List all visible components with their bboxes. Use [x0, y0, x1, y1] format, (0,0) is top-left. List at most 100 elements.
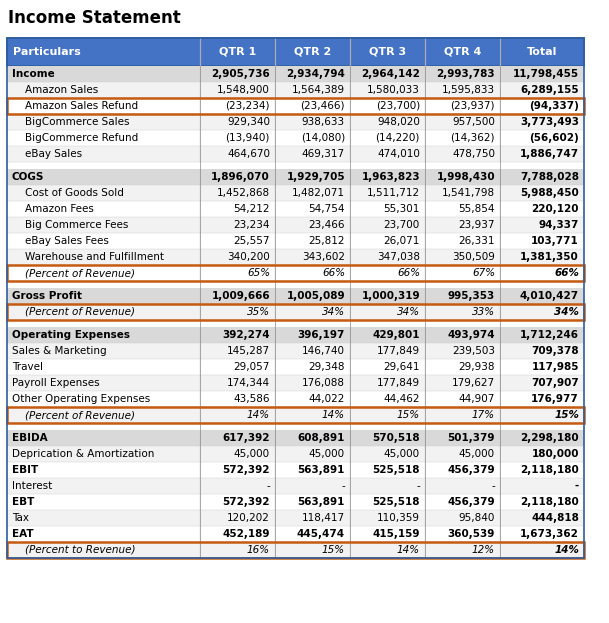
Bar [350, 114, 425, 130]
Text: 343,602: 343,602 [302, 252, 345, 262]
Bar [7, 446, 200, 462]
Text: 23,937: 23,937 [459, 220, 495, 230]
Text: 1,673,362: 1,673,362 [520, 529, 579, 539]
Text: 456,379: 456,379 [448, 465, 495, 475]
Bar [500, 304, 584, 320]
Bar [200, 391, 275, 407]
Text: 1,896,070: 1,896,070 [211, 172, 270, 182]
Bar [500, 327, 584, 343]
Bar [425, 288, 500, 304]
Bar [7, 542, 200, 558]
Bar [200, 38, 275, 66]
Bar [200, 66, 275, 82]
Bar [350, 249, 425, 265]
Bar [200, 478, 275, 494]
Bar [500, 66, 584, 82]
Text: Cost of Goods Sold: Cost of Goods Sold [12, 188, 124, 198]
Text: 5,988,450: 5,988,450 [520, 188, 579, 198]
Text: 707,907: 707,907 [531, 378, 579, 388]
Bar [275, 233, 350, 249]
Text: 444,818: 444,818 [531, 513, 579, 523]
Bar [500, 201, 584, 217]
Bar [500, 288, 584, 304]
Bar [500, 526, 584, 542]
Text: 14%: 14% [322, 410, 345, 420]
Bar [350, 430, 425, 446]
Text: QTR 1: QTR 1 [219, 47, 256, 57]
Bar [7, 327, 200, 343]
Text: Travel: Travel [12, 362, 43, 372]
Text: 464,670: 464,670 [227, 149, 270, 159]
Text: 146,740: 146,740 [302, 346, 345, 356]
Bar [425, 359, 500, 375]
Bar [275, 265, 350, 281]
Text: Amazon Sales: Amazon Sales [12, 85, 98, 95]
Bar [7, 462, 200, 478]
Text: 2,905,736: 2,905,736 [211, 69, 270, 79]
Text: 103,771: 103,771 [531, 236, 579, 246]
Text: Particulars: Particulars [13, 47, 81, 57]
Text: 35%: 35% [247, 307, 270, 317]
Bar [200, 201, 275, 217]
Bar [350, 130, 425, 146]
Text: 572,392: 572,392 [222, 465, 270, 475]
Text: 33%: 33% [472, 307, 495, 317]
Text: 23,234: 23,234 [233, 220, 270, 230]
Bar [200, 304, 275, 320]
Text: 23,700: 23,700 [384, 220, 420, 230]
Text: 239,503: 239,503 [452, 346, 495, 356]
Bar [350, 233, 425, 249]
Bar [200, 526, 275, 542]
Text: QTR 3: QTR 3 [369, 47, 406, 57]
Text: 1,381,350: 1,381,350 [520, 252, 579, 262]
Bar [7, 265, 200, 281]
Text: 94,337: 94,337 [538, 220, 579, 230]
Bar [350, 169, 425, 185]
Text: 15%: 15% [322, 545, 345, 555]
Text: -: - [266, 481, 270, 491]
Text: 429,801: 429,801 [373, 330, 420, 340]
Bar [500, 185, 584, 201]
Text: 1,005,089: 1,005,089 [286, 291, 345, 301]
Text: 25,557: 25,557 [233, 236, 270, 246]
Bar [425, 478, 500, 494]
Text: 1,541,798: 1,541,798 [442, 188, 495, 198]
Text: 25,812: 25,812 [309, 236, 345, 246]
Text: Amazon Sales Refund: Amazon Sales Refund [12, 101, 138, 111]
Bar [275, 494, 350, 510]
Bar [275, 510, 350, 526]
Bar [7, 169, 200, 185]
Bar [425, 430, 500, 446]
Bar [425, 391, 500, 407]
Text: 15%: 15% [554, 410, 579, 420]
Text: Payroll Expenses: Payroll Expenses [12, 378, 100, 388]
Bar [350, 304, 425, 320]
Text: Other Operating Expenses: Other Operating Expenses [12, 394, 150, 404]
Text: 4,010,427: 4,010,427 [520, 291, 579, 301]
Text: EBIT: EBIT [12, 465, 38, 475]
Bar [350, 526, 425, 542]
Bar [275, 38, 350, 66]
Text: 220,120: 220,120 [532, 204, 579, 214]
Bar [350, 510, 425, 526]
Bar [425, 304, 500, 320]
Bar [200, 327, 275, 343]
Bar [7, 407, 200, 423]
Bar [200, 343, 275, 359]
Text: EBT: EBT [12, 497, 34, 507]
Text: 110,359: 110,359 [377, 513, 420, 523]
Bar [275, 359, 350, 375]
Text: 1,998,430: 1,998,430 [437, 172, 495, 182]
Text: 1,929,705: 1,929,705 [286, 172, 345, 182]
Text: 563,891: 563,891 [298, 497, 345, 507]
Text: (Percent of Revenue): (Percent of Revenue) [12, 307, 135, 317]
Bar [200, 82, 275, 98]
Bar [275, 391, 350, 407]
Bar [200, 169, 275, 185]
Bar [275, 130, 350, 146]
Text: 3,773,493: 3,773,493 [520, 117, 579, 127]
Bar [500, 169, 584, 185]
Bar [500, 38, 584, 66]
Text: 14%: 14% [247, 410, 270, 420]
Text: 14%: 14% [397, 545, 420, 555]
